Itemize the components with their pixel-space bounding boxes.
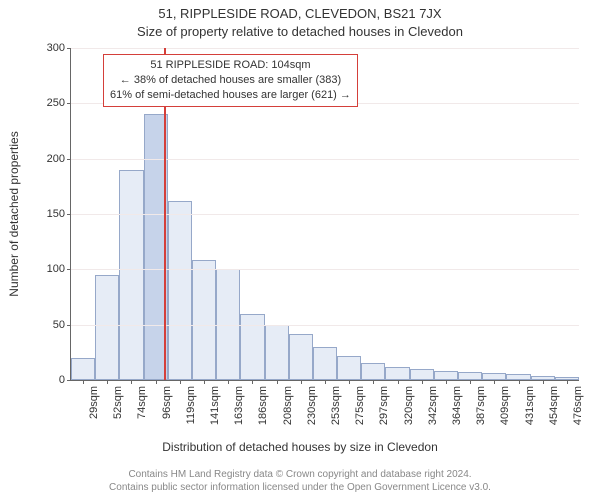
- x-tick-label: 52sqm: [112, 386, 124, 419]
- x-tick-label: 141sqm: [209, 386, 221, 425]
- y-axis-label: Number of detached properties: [7, 131, 21, 296]
- x-tick-label: 342sqm: [427, 386, 439, 425]
- y-tick-label: 150: [47, 208, 65, 220]
- histogram-bar: [482, 373, 506, 380]
- chart-subtitle: Size of property relative to detached ho…: [0, 24, 600, 39]
- x-tick-mark: [83, 380, 84, 384]
- histogram-bar: [168, 201, 192, 380]
- x-tick-mark: [398, 380, 399, 384]
- x-tick-label: 253sqm: [330, 386, 342, 425]
- x-tick-label: 230sqm: [306, 386, 318, 425]
- histogram-bar: [119, 170, 143, 380]
- x-tick-label: 208sqm: [282, 386, 294, 425]
- x-tick-mark: [349, 380, 350, 384]
- x-tick-label: 454sqm: [548, 386, 560, 425]
- x-tick-mark: [277, 380, 278, 384]
- x-axis-label: Distribution of detached houses by size …: [0, 440, 600, 454]
- x-tick-mark: [494, 380, 495, 384]
- page: 51, RIPPLESIDE ROAD, CLEVEDON, BS21 7JX …: [0, 0, 600, 500]
- x-tick-label: 364sqm: [451, 386, 463, 425]
- y-tick-mark: [67, 269, 71, 270]
- x-tick-label: 74sqm: [136, 386, 148, 419]
- x-tick-mark: [156, 380, 157, 384]
- x-tick-mark: [519, 380, 520, 384]
- histogram-bar: [265, 325, 289, 380]
- x-tick-mark: [373, 380, 374, 384]
- x-tick-mark: [180, 380, 181, 384]
- annotation-line: 51 RIPPLESIDE ROAD: 104sqm: [110, 58, 351, 73]
- gridline: [71, 48, 579, 49]
- y-tick-label: 300: [47, 42, 65, 54]
- page-title: 51, RIPPLESIDE ROAD, CLEVEDON, BS21 7JX: [0, 6, 600, 21]
- histogram-bar: [289, 334, 313, 380]
- x-tick-label: 119sqm: [185, 386, 197, 424]
- x-tick-label: 29sqm: [88, 386, 100, 419]
- x-tick-mark: [325, 380, 326, 384]
- chart-plot-area: 05010015020025030029sqm52sqm74sqm96sqm11…: [70, 48, 579, 381]
- x-tick-label: 96sqm: [161, 386, 173, 419]
- x-tick-label: 275sqm: [354, 386, 366, 425]
- x-tick-mark: [446, 380, 447, 384]
- histogram-bar: [337, 356, 361, 380]
- footer-line-2: Contains public sector information licen…: [0, 481, 600, 494]
- x-tick-label: 476sqm: [572, 386, 584, 425]
- y-tick-label: 250: [47, 97, 65, 109]
- x-tick-label: 297sqm: [378, 386, 390, 425]
- gridline: [71, 325, 579, 326]
- histogram-bar: [361, 363, 385, 380]
- y-tick-mark: [67, 380, 71, 381]
- histogram-bar: [434, 371, 458, 380]
- annotation-box: 51 RIPPLESIDE ROAD: 104sqm← 38% of detac…: [103, 54, 358, 107]
- x-tick-mark: [422, 380, 423, 384]
- y-tick-mark: [67, 159, 71, 160]
- x-tick-mark: [470, 380, 471, 384]
- y-tick-label: 100: [47, 263, 65, 275]
- footer-line-1: Contains HM Land Registry data © Crown c…: [0, 468, 600, 481]
- histogram-bar: [313, 347, 337, 380]
- histogram-bar: [410, 369, 434, 380]
- gridline: [71, 159, 579, 160]
- gridline: [71, 269, 579, 270]
- x-tick-label: 409sqm: [499, 386, 511, 425]
- histogram-bar: [71, 358, 95, 380]
- x-tick-mark: [107, 380, 108, 384]
- x-tick-label: 320sqm: [403, 386, 415, 425]
- y-tick-label: 200: [47, 153, 65, 165]
- histogram-bar: [458, 372, 482, 380]
- x-tick-label: 387sqm: [475, 386, 487, 425]
- y-tick-label: 0: [59, 374, 65, 386]
- x-tick-mark: [567, 380, 568, 384]
- x-tick-label: 431sqm: [524, 386, 536, 425]
- histogram-bar: [385, 367, 409, 380]
- x-tick-mark: [301, 380, 302, 384]
- y-tick-label: 50: [53, 319, 65, 331]
- y-tick-mark: [67, 103, 71, 104]
- histogram-bar: [240, 314, 264, 380]
- gridline: [71, 214, 579, 215]
- x-tick-mark: [204, 380, 205, 384]
- histogram-bar: [95, 275, 119, 380]
- footer-attribution: Contains HM Land Registry data © Crown c…: [0, 468, 600, 494]
- x-tick-label: 163sqm: [233, 386, 245, 425]
- annotation-line: 61% of semi-detached houses are larger (…: [110, 88, 351, 103]
- x-tick-label: 186sqm: [257, 386, 269, 425]
- x-tick-mark: [228, 380, 229, 384]
- x-tick-mark: [131, 380, 132, 384]
- y-tick-mark: [67, 214, 71, 215]
- x-tick-mark: [543, 380, 544, 384]
- annotation-line: ← 38% of detached houses are smaller (38…: [110, 73, 351, 88]
- x-tick-mark: [252, 380, 253, 384]
- histogram-bar: [192, 260, 216, 380]
- y-tick-mark: [67, 48, 71, 49]
- y-tick-mark: [67, 325, 71, 326]
